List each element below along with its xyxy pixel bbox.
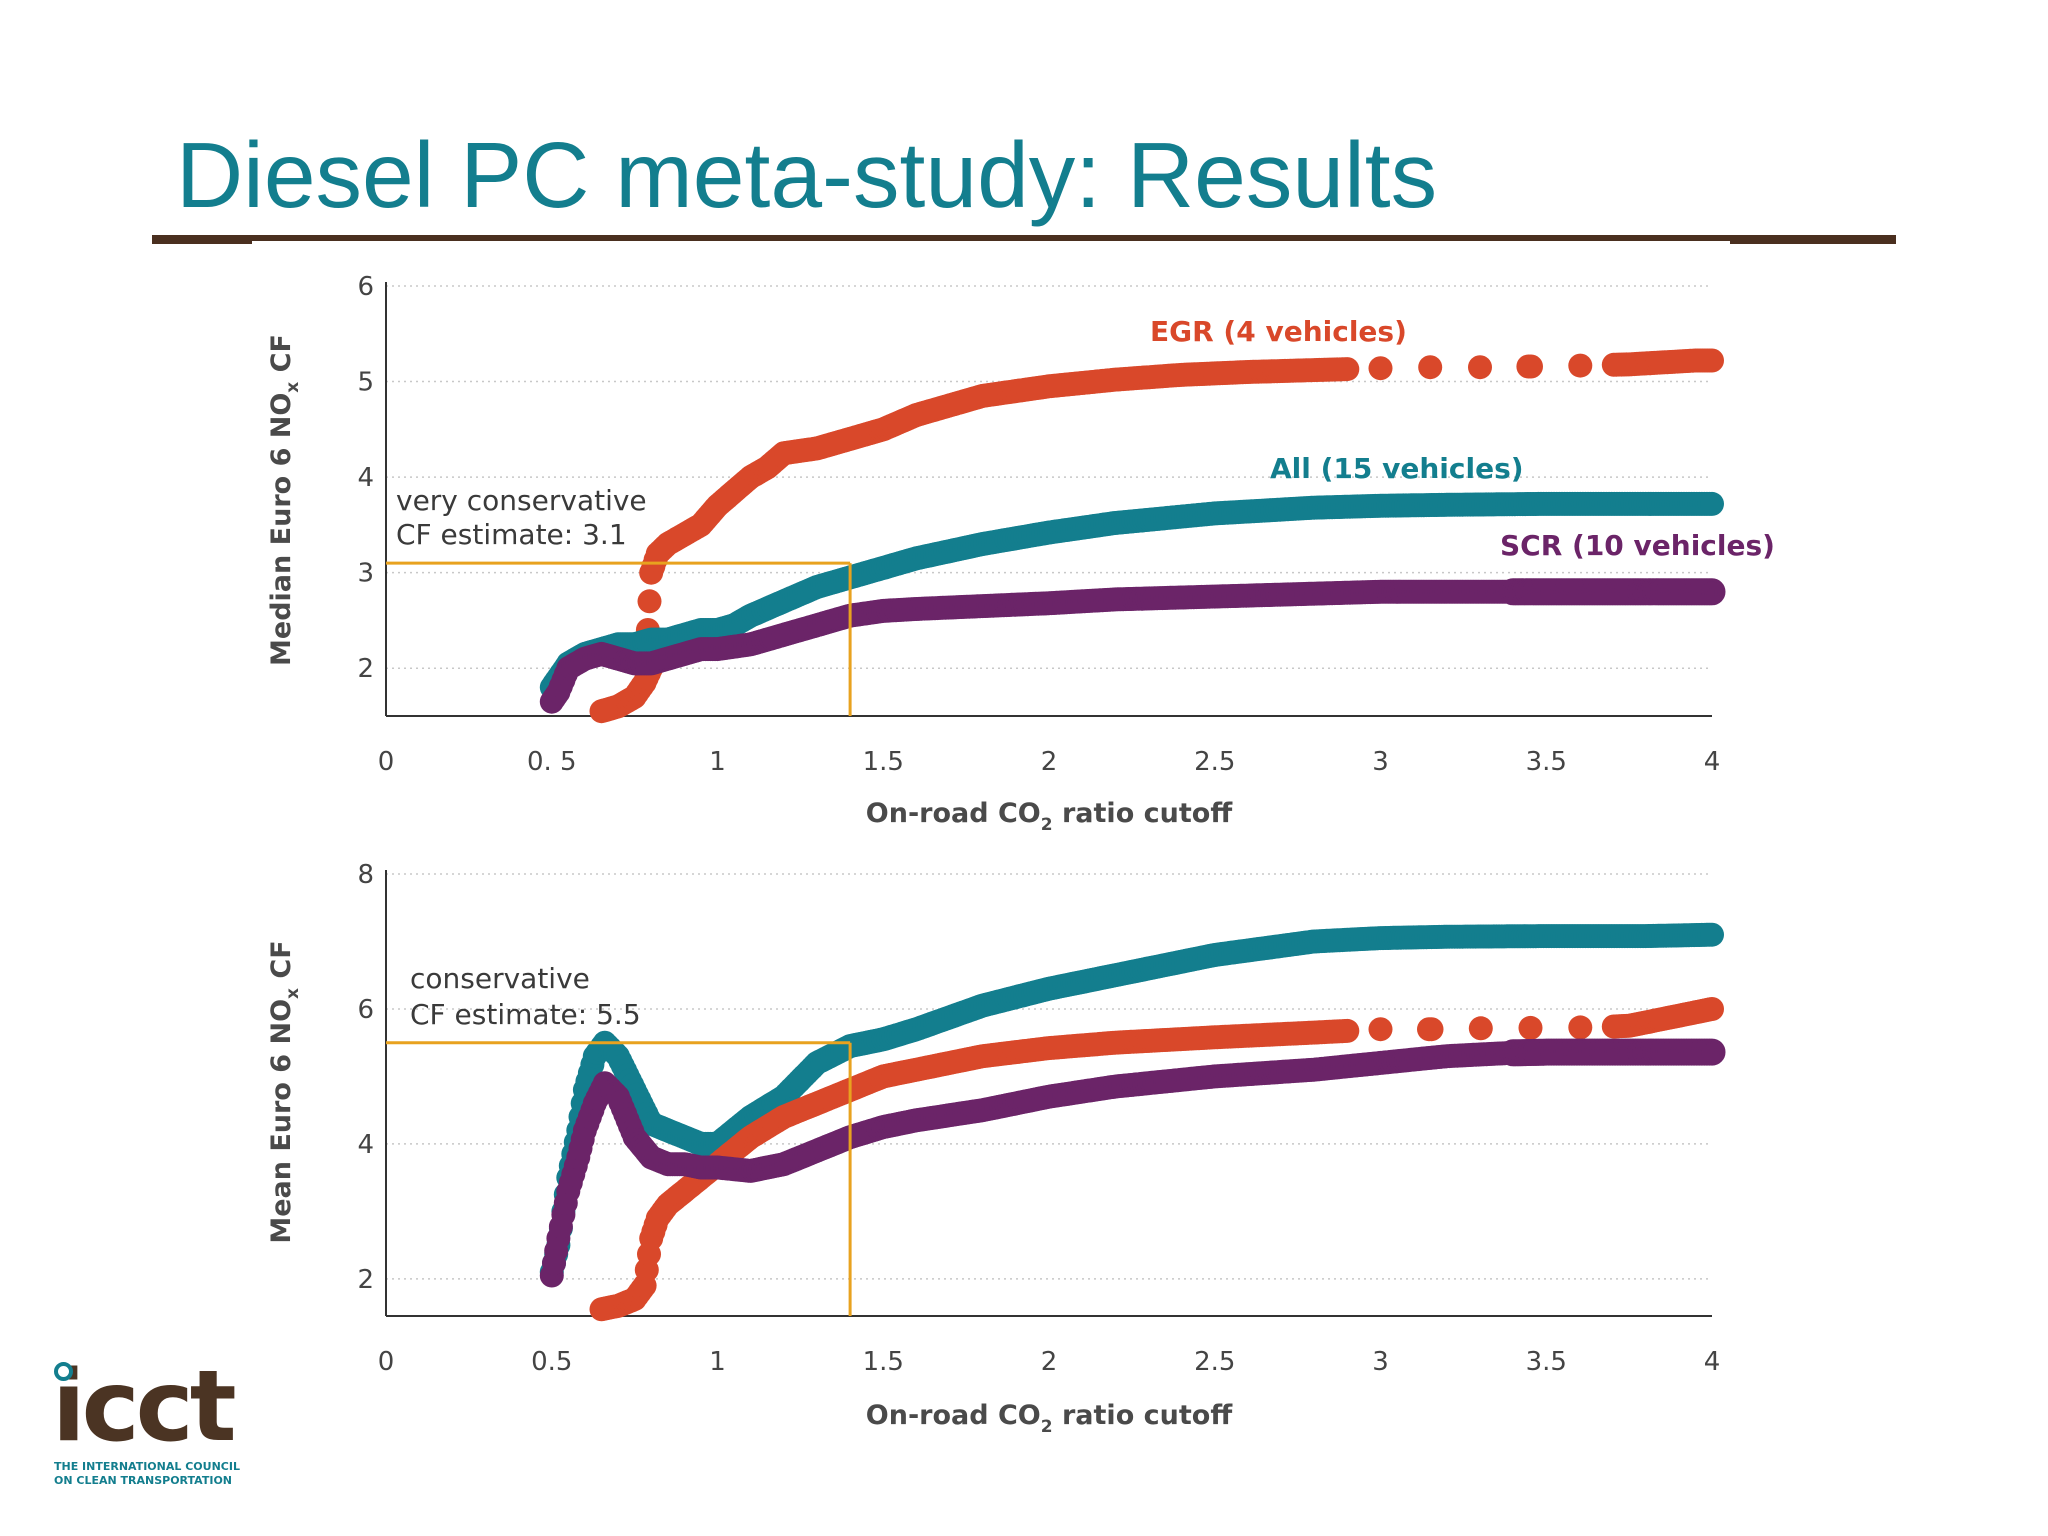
x-tick-label: 2 <box>1041 747 1058 777</box>
data-point <box>1700 348 1724 373</box>
x-axis-title-part: On-road CO <box>866 798 1041 829</box>
y-tick-label: 4 <box>357 463 374 493</box>
x-axis-title-part: ratio cutoff <box>1053 798 1234 829</box>
y-axis-title-part: Median Euro 6 NO <box>266 393 297 666</box>
x-tick-label: 0. 5 <box>527 747 577 777</box>
data-point <box>1700 491 1724 516</box>
x-tick-label: 3 <box>1372 747 1389 777</box>
logo-tagline-2: ON CLEAN TRANSPORTATION <box>54 1474 232 1487</box>
annotation-line: CF estimate: 3.1 <box>396 518 627 551</box>
data-point <box>1418 355 1443 380</box>
series-scr <box>539 578 1726 714</box>
title-rule <box>152 235 1896 241</box>
series-label: EGR (4 vehicles) <box>1150 315 1407 348</box>
data-point <box>1468 355 1492 380</box>
title-rule-cap-left <box>152 241 252 244</box>
x-axis-title: On-road CO2 ratio cutoff <box>866 798 1234 835</box>
x-tick-label: 0 <box>378 747 395 777</box>
y-axis-title: Median Euro 6 NOx CF <box>266 334 303 666</box>
data-point <box>1368 356 1393 381</box>
logo-dot-icon <box>54 1362 73 1381</box>
x-tick-label: 1.5 <box>863 747 904 777</box>
data-point <box>1698 578 1726 606</box>
series-label: SCR (10 vehicles) <box>1500 529 1775 562</box>
y-tick-label: 3 <box>357 559 374 589</box>
icct-logo: icct THE INTERNATIONAL COUNCIL ON CLEAN … <box>52 1358 252 1488</box>
data-point <box>1519 354 1543 379</box>
x-tick-label: 4 <box>1704 747 1721 777</box>
logo-tagline-1: THE INTERNATIONAL COUNCIL <box>54 1460 240 1473</box>
y-tick-label: 5 <box>357 368 374 398</box>
y-axis-title-subscript: x <box>283 382 303 393</box>
data-point <box>637 589 662 614</box>
data-point <box>1335 357 1360 382</box>
y-tick-label: 6 <box>357 272 374 302</box>
x-tick-label: 3.5 <box>1526 747 1567 777</box>
x-tick-label: 2.5 <box>1194 747 1235 777</box>
annotation-line: very conservative <box>396 484 647 517</box>
slide-title: Diesel PC meta-study: Results <box>176 123 1438 227</box>
series-egr <box>589 348 1724 724</box>
series-label: All (15 vehicles) <box>1270 452 1524 485</box>
title-rule-cap-right <box>1730 241 1896 244</box>
logo-wordmark: icct <box>52 1350 237 1464</box>
data-point <box>1568 353 1593 378</box>
y-tick-label: 2 <box>357 654 374 684</box>
x-axis-title-subscript: 2 <box>1041 815 1053 835</box>
y-axis-title-part: CF <box>266 334 297 382</box>
x-tick-label: 1 <box>709 747 726 777</box>
